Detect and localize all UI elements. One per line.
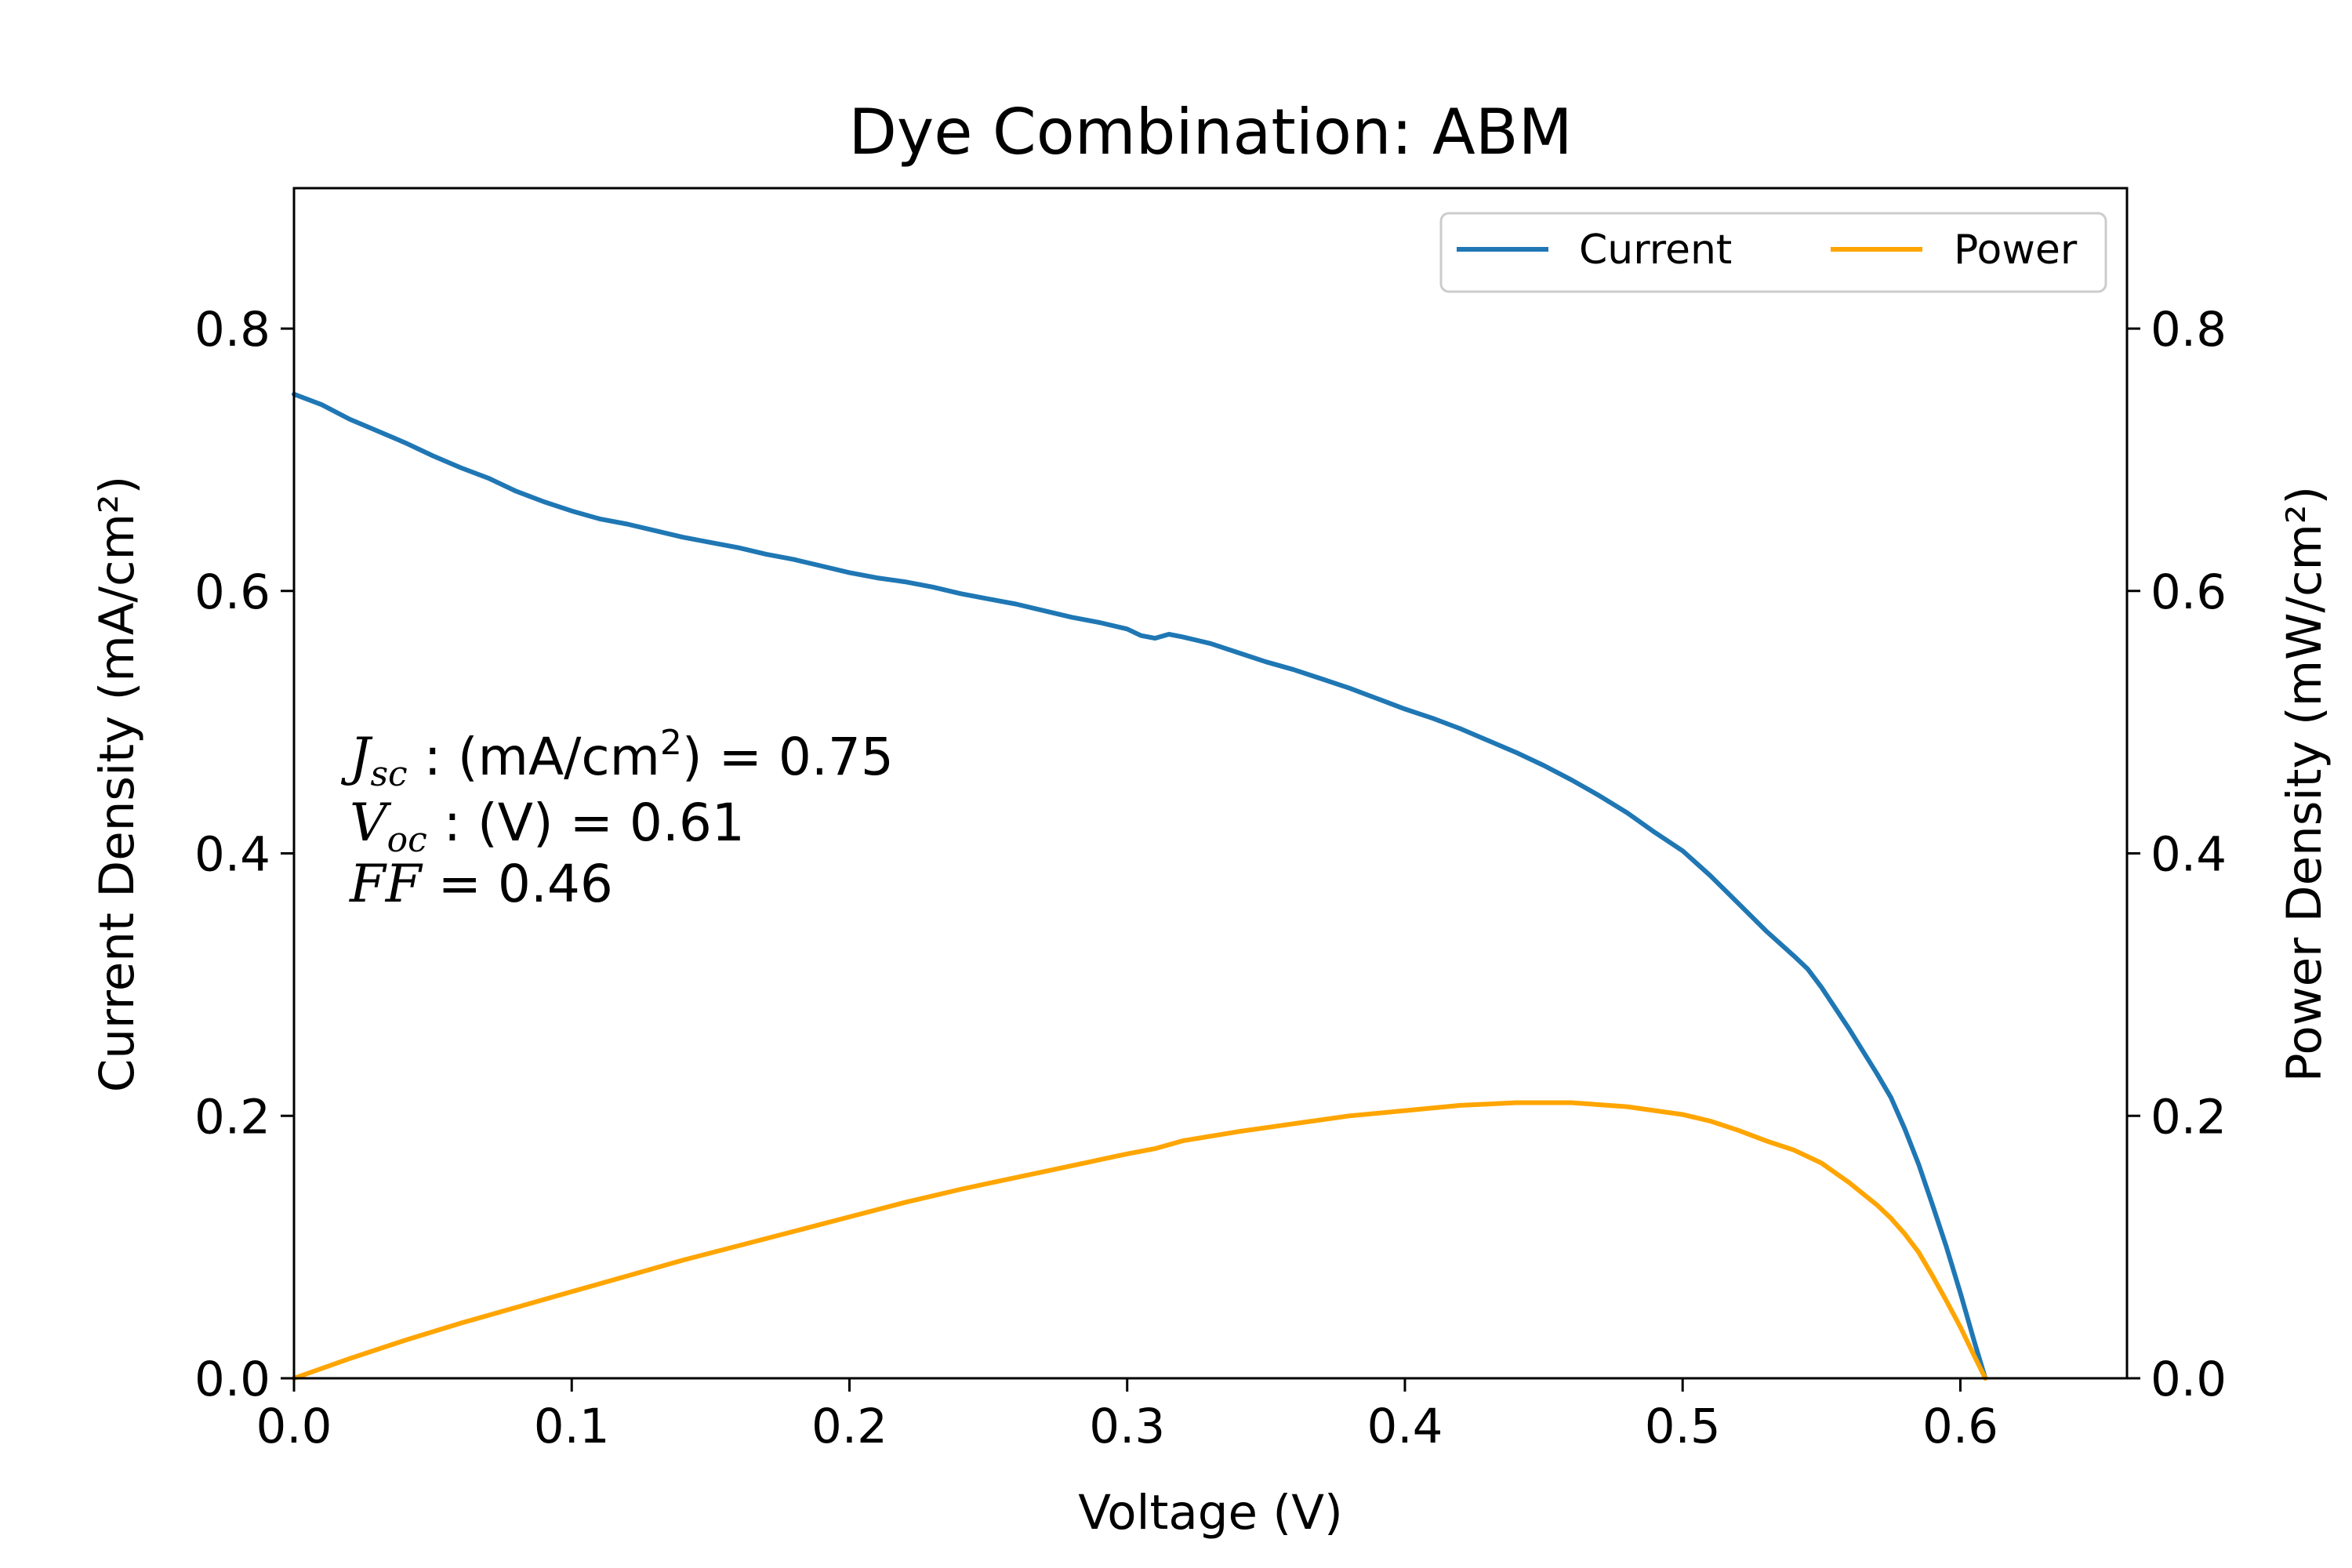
- x-axis-label: Voltage (V): [1078, 1485, 1343, 1541]
- jsc-annotation: Jsc : (mA/cm2) = 0.75: [340, 723, 894, 794]
- ff-annotation: FF = 0.46: [349, 854, 613, 914]
- x-tick-label: 0.2: [811, 1399, 887, 1454]
- y-right-tick-label: 0.0: [2151, 1352, 2227, 1407]
- voc-subscript: oc: [387, 820, 427, 860]
- x-tick-label: 0.6: [1922, 1399, 1998, 1454]
- x-tick-label: 0.3: [1089, 1399, 1165, 1454]
- voc-symbol: V: [350, 793, 392, 853]
- y-axis-right-ticks: 0.0 0.2 0.4 0.6 0.8: [2127, 302, 2227, 1407]
- y-right-tick-label: 0.6: [2151, 564, 2227, 620]
- jsc-value: ) = 0.75: [682, 727, 894, 787]
- y-left-tick-label: 0.0: [194, 1352, 270, 1407]
- y-left-tick-label: 0.4: [194, 827, 270, 883]
- voc-value: : (V) = 0.61: [427, 793, 745, 853]
- legend-power-label: Power: [1954, 227, 2078, 274]
- x-axis-ticks: 0.0 0.1 0.2 0.3 0.4 0.5 0.6: [256, 1378, 1998, 1454]
- y-left-tick-label: 0.8: [194, 302, 270, 358]
- ff-value: = 0.46: [422, 854, 613, 914]
- x-tick-label: 0.0: [256, 1399, 332, 1454]
- y-right-tick-label: 0.2: [2151, 1089, 2227, 1145]
- y-left-tick-label: 0.6: [194, 564, 270, 620]
- x-tick-label: 0.1: [534, 1399, 610, 1454]
- x-tick-label: 0.4: [1367, 1399, 1443, 1454]
- y-axis-right-label: Power Density (mW/cm²): [2277, 486, 2332, 1082]
- jsc-subscript: sc: [370, 754, 407, 794]
- y-left-tick-label: 0.2: [194, 1089, 270, 1145]
- x-tick-label: 0.5: [1645, 1399, 1721, 1454]
- chart-title: Dye Combination: ABM: [848, 96, 1572, 169]
- series-layer: [292, 391, 1988, 1381]
- legend-box: [1439, 212, 2107, 293]
- y-right-tick-label: 0.4: [2151, 827, 2227, 883]
- ff-symbol: FF: [349, 854, 423, 914]
- legend: Current Power: [1439, 212, 2107, 293]
- voc-annotation: Voc : (V) = 0.61: [350, 793, 745, 860]
- jsc-superscript: 2: [660, 723, 682, 763]
- jsc-units: : (mA/cm: [408, 727, 660, 787]
- plot-frame: [292, 187, 2129, 1380]
- series-line-power: [292, 1100, 1988, 1381]
- y-axis-left-ticks: 0.0 0.2 0.4 0.6 0.8: [194, 302, 294, 1407]
- series-line-current: [292, 391, 1988, 1381]
- y-right-tick-label: 0.8: [2151, 302, 2227, 358]
- legend-current-label: Current: [1579, 227, 1732, 274]
- y-axis-left-label: Current Density (mA/cm²): [89, 476, 145, 1093]
